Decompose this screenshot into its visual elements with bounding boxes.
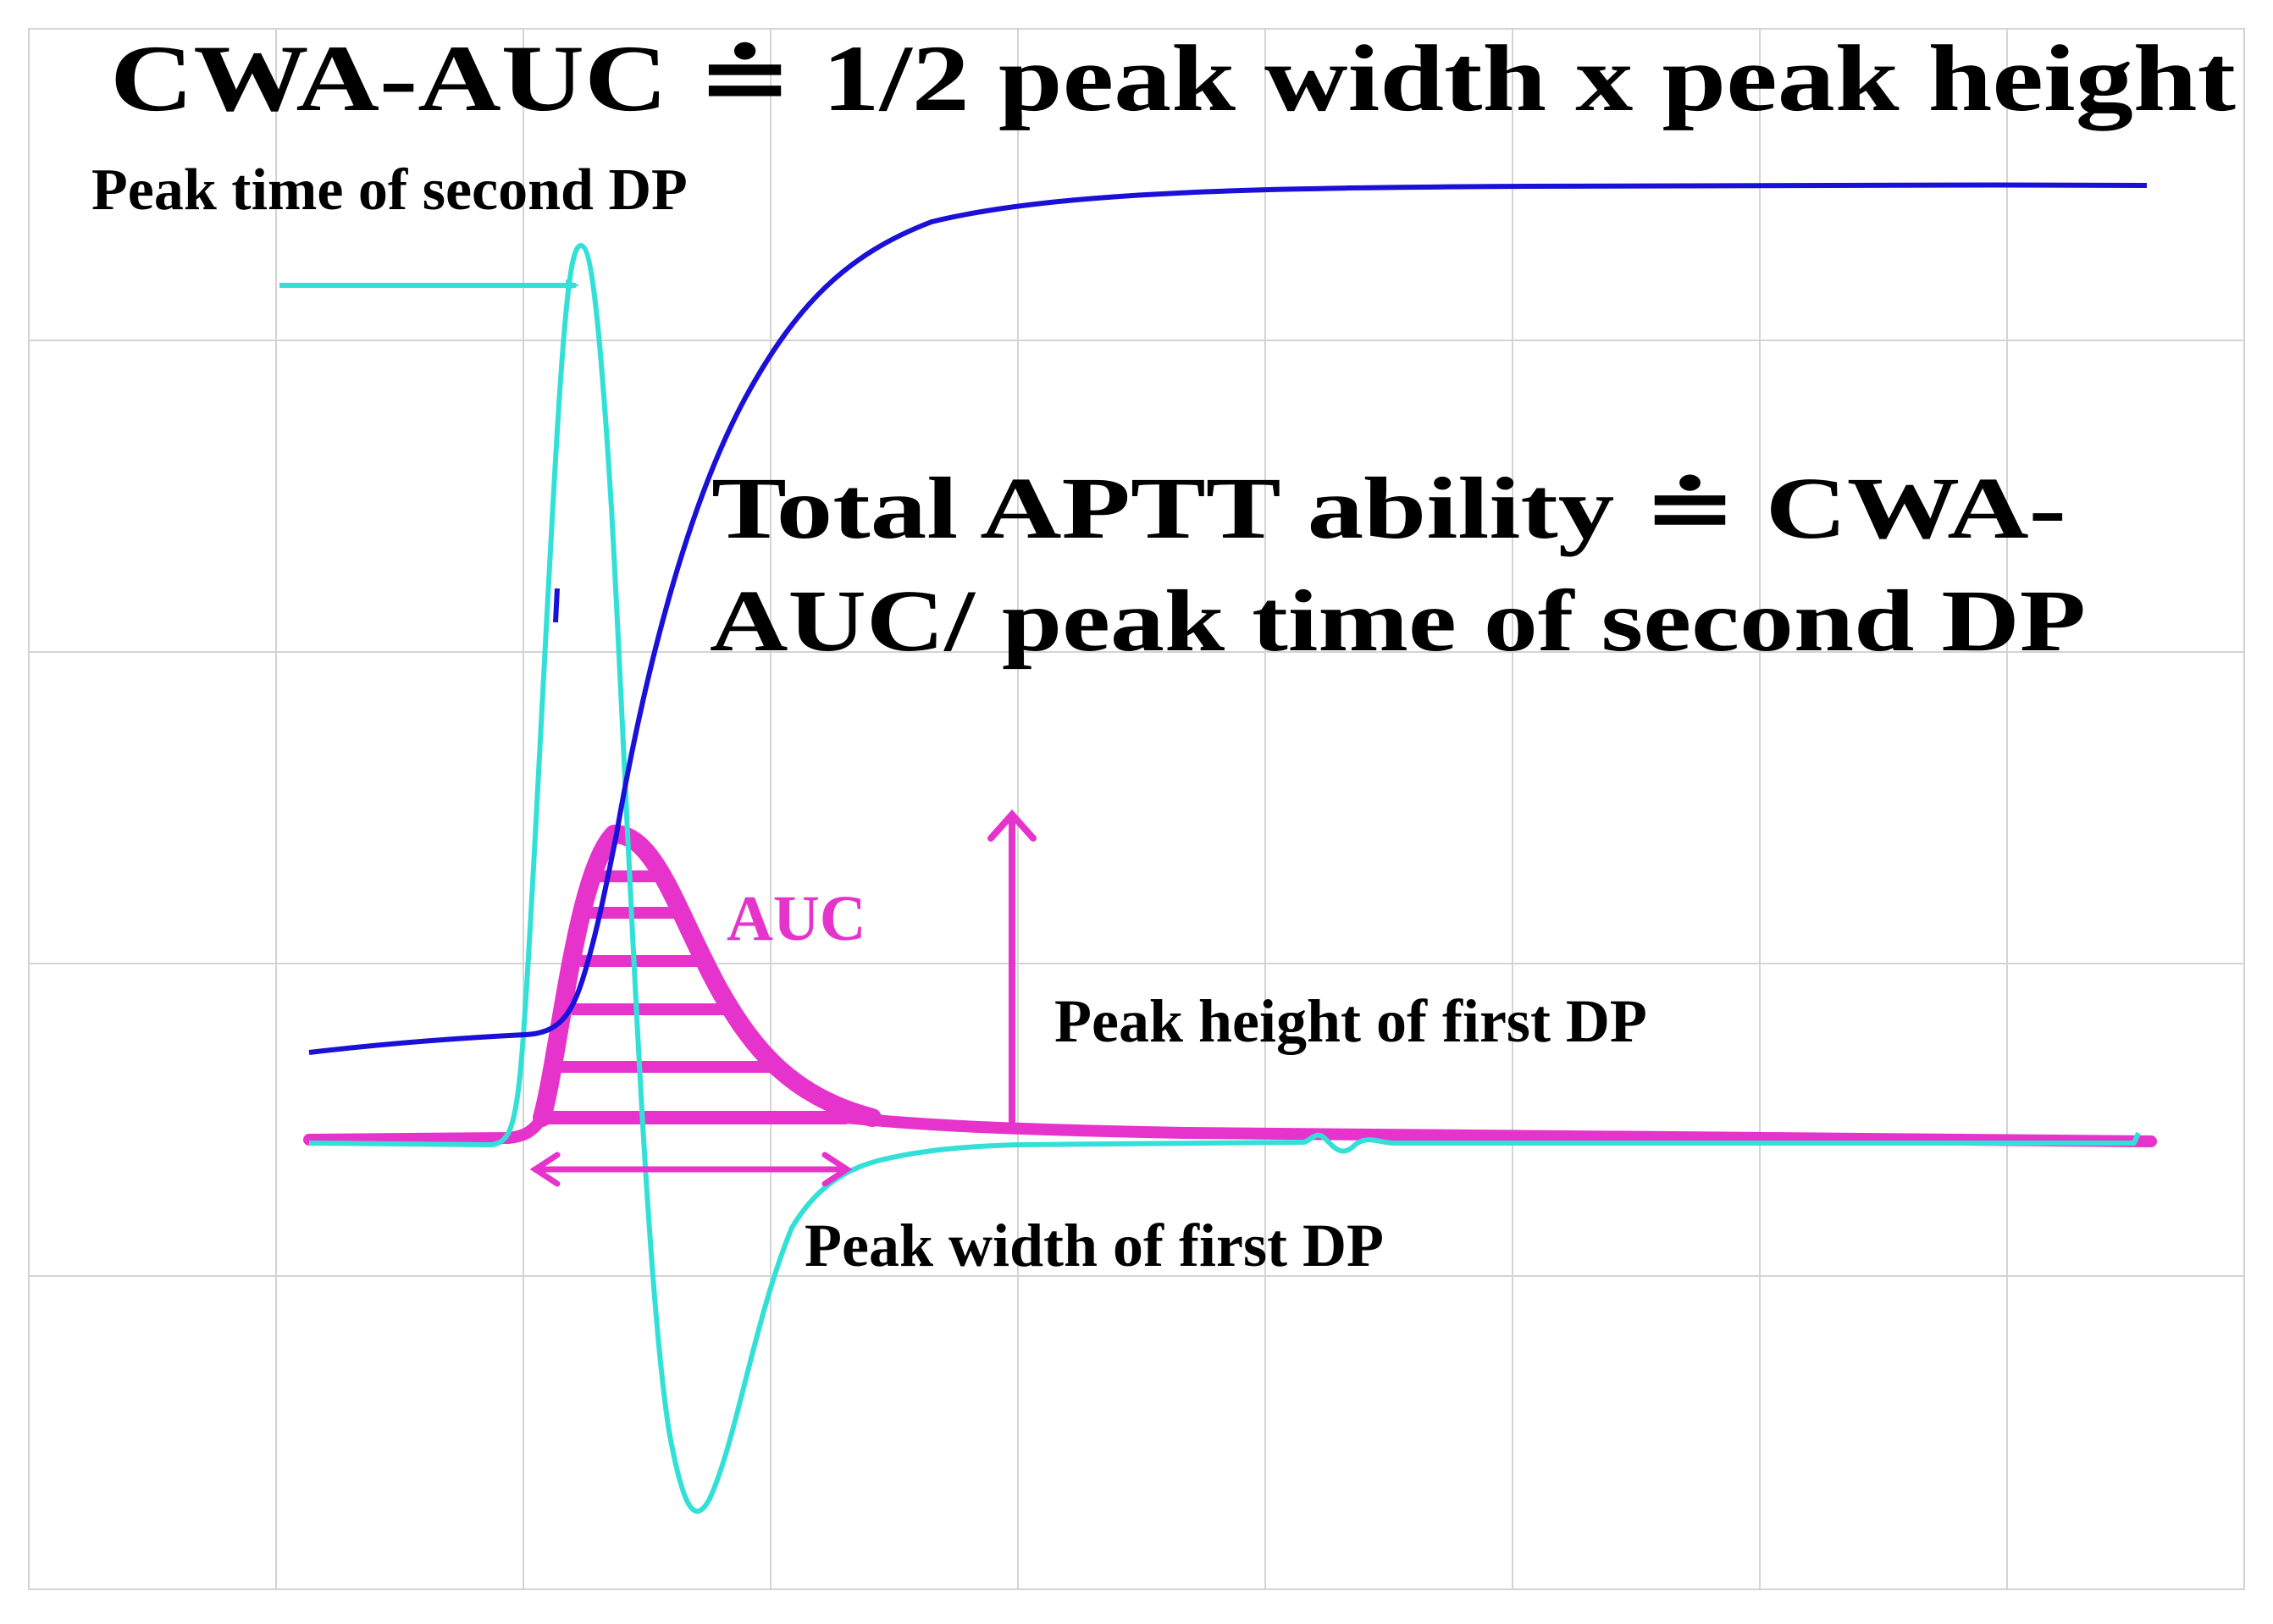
peak-time-arrowhead: [566, 279, 579, 291]
peak-width-arrowhead-left: [529, 1152, 561, 1187]
peak-height-arrow: [987, 809, 1037, 1133]
label-peak-height: Peak height of first DP: [1054, 987, 1647, 1055]
peak-width-arrow: [529, 1152, 853, 1187]
formula-total-line1: Total APTT ability ≐ CWA-: [711, 460, 2066, 557]
formula-total-line2: AUC/ peak time of second DP: [710, 572, 2086, 670]
waveform-curve: [308, 182, 2148, 1055]
auc-hatched-area: [533, 825, 882, 1127]
grid: [28, 28, 2245, 1590]
label-peak-time: Peak time of second DP: [91, 157, 688, 223]
grid-border: [28, 28, 2245, 1590]
peak-width-arrowhead-right: [821, 1152, 853, 1187]
waveform-fragment: [553, 588, 560, 623]
peak-height-arrowhead: [987, 809, 1037, 842]
label-peak-width: Peak width of first DP: [805, 1212, 1384, 1279]
formula-top: CWA-AUC ≐ 1/2 peak width x peak height: [110, 26, 2236, 131]
label-auc: AUC: [727, 883, 866, 954]
first-dp-peak-outline: [533, 825, 882, 1127]
peak-time-marker: [279, 279, 579, 291]
second-derivative-curve: [308, 243, 2141, 1514]
